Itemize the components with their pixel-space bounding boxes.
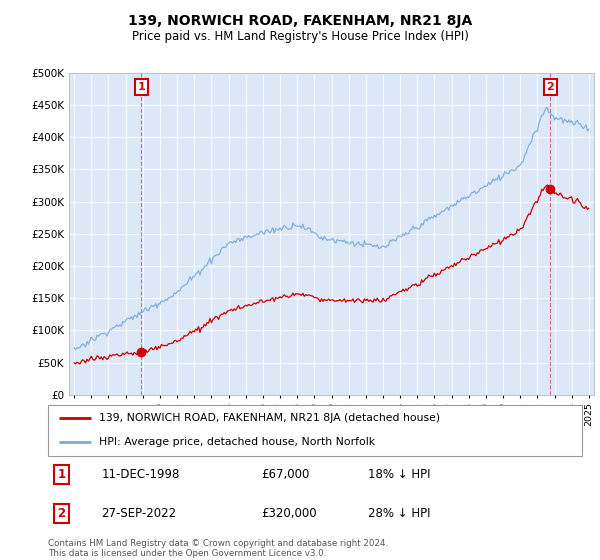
Text: 139, NORWICH ROAD, FAKENHAM, NR21 8JA (detached house): 139, NORWICH ROAD, FAKENHAM, NR21 8JA (d… xyxy=(99,413,440,423)
Text: 1: 1 xyxy=(137,82,145,92)
Text: HPI: Average price, detached house, North Norfolk: HPI: Average price, detached house, Nort… xyxy=(99,437,375,447)
FancyBboxPatch shape xyxy=(48,405,582,456)
Text: £320,000: £320,000 xyxy=(262,507,317,520)
Text: Price paid vs. HM Land Registry's House Price Index (HPI): Price paid vs. HM Land Registry's House … xyxy=(131,30,469,43)
Text: 2: 2 xyxy=(57,507,65,520)
Text: 2: 2 xyxy=(547,82,554,92)
Text: £67,000: £67,000 xyxy=(262,468,310,481)
Text: 28% ↓ HPI: 28% ↓ HPI xyxy=(368,507,431,520)
Text: 139, NORWICH ROAD, FAKENHAM, NR21 8JA: 139, NORWICH ROAD, FAKENHAM, NR21 8JA xyxy=(128,14,472,28)
Text: Contains HM Land Registry data © Crown copyright and database right 2024.
This d: Contains HM Land Registry data © Crown c… xyxy=(48,539,388,558)
Text: 11-DEC-1998: 11-DEC-1998 xyxy=(101,468,180,481)
Text: 1: 1 xyxy=(57,468,65,481)
Text: 27-SEP-2022: 27-SEP-2022 xyxy=(101,507,176,520)
Text: 18% ↓ HPI: 18% ↓ HPI xyxy=(368,468,431,481)
